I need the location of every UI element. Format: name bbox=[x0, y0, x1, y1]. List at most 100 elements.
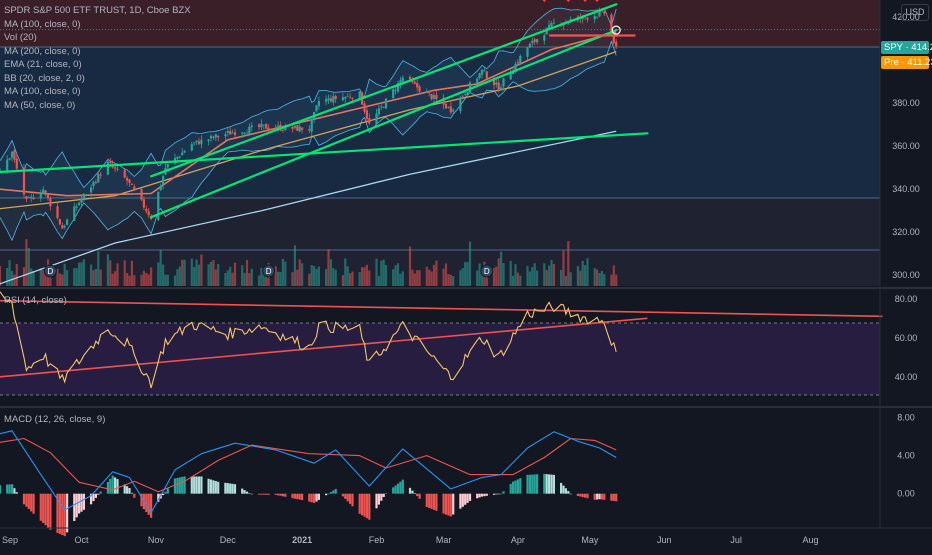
volume-bar bbox=[217, 264, 220, 286]
time-axis-label: Dec bbox=[220, 535, 237, 545]
volume-bar bbox=[66, 270, 69, 286]
volume-bar bbox=[586, 258, 589, 286]
macd-series bbox=[0, 430, 618, 537]
candle-body bbox=[344, 97, 347, 99]
macd-histogram-bar bbox=[464, 493, 467, 505]
macd-histogram-bar bbox=[200, 476, 203, 494]
volume-bar bbox=[260, 267, 263, 286]
price-axis[interactable]: 300.00320.00340.00360.00380.00400.00420.… bbox=[892, 12, 920, 499]
trendline-1[interactable] bbox=[0, 132, 649, 174]
macd-histogram-bar bbox=[596, 493, 599, 500]
dividend-marker-icon[interactable] bbox=[480, 264, 494, 278]
volume-bar bbox=[408, 246, 412, 286]
candle-body bbox=[332, 96, 335, 103]
macd-histogram-bar bbox=[399, 481, 402, 494]
candle-body bbox=[377, 108, 380, 115]
candle-body bbox=[133, 186, 136, 190]
macd-histogram-bar bbox=[600, 493, 603, 500]
volume-bar bbox=[173, 275, 177, 286]
rsi-title[interactable]: RSI (14, close) bbox=[4, 295, 67, 306]
volume-bar bbox=[461, 268, 464, 286]
sell-arrow-icon[interactable] bbox=[591, 0, 603, 3]
volume-bar bbox=[495, 266, 498, 286]
volume-bar bbox=[401, 271, 404, 286]
macd-histogram-bar bbox=[78, 493, 81, 514]
legend-symbol-title[interactable]: SPDR S&P 500 ETF TRUST, 1D, Cboe BZX bbox=[4, 5, 191, 16]
candle-body bbox=[250, 125, 253, 128]
legend-item-ma100[interactable]: MA (100, close, 0) bbox=[4, 18, 81, 30]
macd-histogram-bar bbox=[82, 493, 85, 510]
macd-histogram-bar bbox=[178, 477, 181, 494]
macd-histogram-bar bbox=[612, 493, 615, 501]
macd-histogram-bar bbox=[615, 493, 618, 502]
time-axis[interactable]: Sep Oct Nov Dec 2021 Feb Mar Apr May Jun Jul Aug bbox=[2, 535, 819, 545]
sell-arrow-icon[interactable] bbox=[538, 0, 550, 3]
candle-body bbox=[209, 135, 213, 139]
candle-body bbox=[425, 92, 428, 93]
candle-body bbox=[516, 62, 519, 64]
price-trendlines[interactable] bbox=[0, 3, 880, 219]
volume-bar bbox=[344, 258, 347, 286]
macd-histogram-bar bbox=[207, 478, 210, 494]
macd-histogram-bar bbox=[291, 493, 294, 499]
volume-bar bbox=[334, 269, 337, 286]
trendline-2[interactable] bbox=[150, 3, 618, 178]
legend-item-vol[interactable]: Vol (20) bbox=[4, 32, 37, 43]
candle-body bbox=[248, 126, 251, 135]
rsi-trendline-1[interactable] bbox=[0, 299, 883, 318]
macd-histogram-bar bbox=[257, 493, 261, 495]
candle-body bbox=[435, 95, 438, 99]
candle-body bbox=[226, 131, 229, 133]
moving-averages bbox=[0, 31, 617, 285]
volume-bar bbox=[262, 274, 265, 286]
macd-histogram-bar bbox=[30, 493, 33, 512]
macd-histogram-bar bbox=[533, 474, 536, 494]
rsi-trendline-2[interactable] bbox=[0, 317, 648, 378]
candle-body bbox=[128, 179, 131, 183]
volume-bar bbox=[579, 270, 582, 286]
candlesticks[interactable] bbox=[0, 7, 618, 230]
legend-item-ma50[interactable]: MA (50, close, 0) bbox=[4, 99, 76, 111]
legend-item-ma200[interactable]: MA (200, close, 0) bbox=[4, 45, 81, 57]
candle-body bbox=[485, 71, 488, 79]
candle-body bbox=[380, 106, 383, 108]
macd-histogram-bar bbox=[183, 476, 186, 494]
macd-histogram-bar bbox=[10, 484, 14, 494]
volume-bar bbox=[291, 272, 294, 286]
trendline-3[interactable] bbox=[150, 29, 618, 219]
dividend-marker-icon[interactable] bbox=[262, 264, 276, 278]
candle-body bbox=[444, 104, 448, 109]
volume-bar bbox=[150, 267, 153, 286]
volume-bar bbox=[598, 273, 601, 286]
candle-body bbox=[224, 134, 227, 137]
dividend-marker-icon[interactable] bbox=[43, 264, 57, 278]
volume-bar bbox=[13, 274, 16, 286]
candle-body bbox=[46, 194, 50, 198]
sell-arrow-icon[interactable] bbox=[562, 0, 574, 3]
volume-bar bbox=[207, 264, 210, 286]
volume-bar bbox=[562, 250, 565, 286]
macd-histogram-bar bbox=[564, 488, 567, 494]
legend-item-ma100-b[interactable]: MA (100, close, 0) bbox=[4, 86, 81, 97]
macd-histogram-bar bbox=[586, 493, 589, 499]
volume-bar bbox=[425, 266, 428, 286]
volume-bar bbox=[531, 267, 534, 286]
currency-label[interactable]: USD bbox=[901, 4, 929, 21]
mid-band-zone bbox=[0, 47, 880, 198]
macd-title[interactable]: MACD (12, 26, close, 9) bbox=[4, 414, 106, 425]
sell-arrow-icon[interactable] bbox=[579, 0, 591, 3]
candle-body bbox=[526, 47, 529, 57]
legend-item-ema21[interactable]: EMA (21, close, 0) bbox=[4, 59, 82, 70]
candle-body bbox=[514, 63, 517, 72]
macd-histogram-bar bbox=[598, 493, 601, 500]
legend-item-bb[interactable]: BB (20, close, 2, 0) bbox=[4, 72, 85, 84]
candle-body bbox=[267, 127, 270, 130]
candle-body bbox=[277, 125, 280, 128]
price-axis-tick: 300.00 bbox=[892, 270, 920, 280]
macd-histogram-bar bbox=[382, 493, 385, 497]
candle-body bbox=[349, 96, 352, 98]
time-axis-label: Jul bbox=[730, 535, 742, 545]
